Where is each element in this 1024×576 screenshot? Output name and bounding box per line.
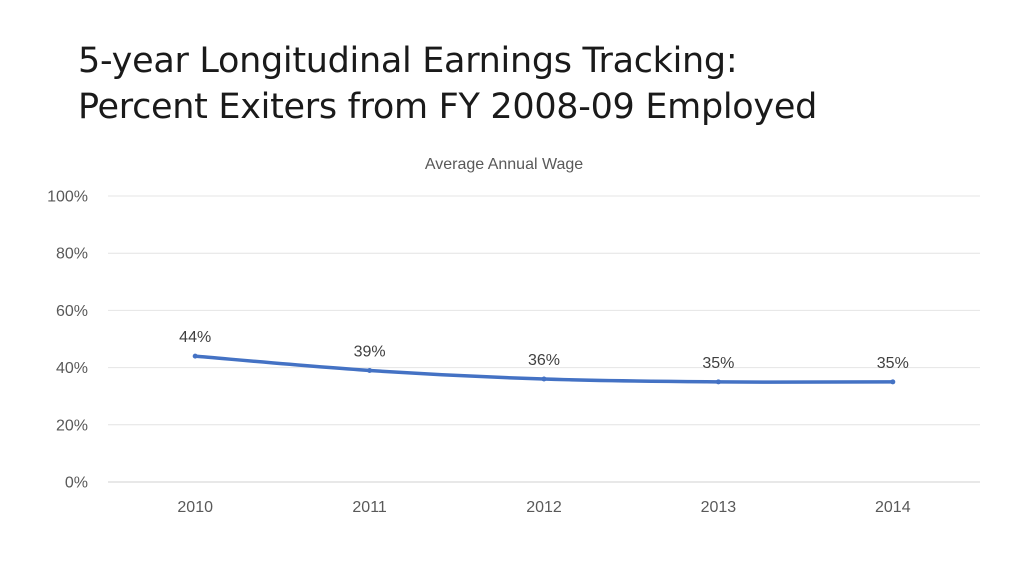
data-label: 35% — [702, 355, 734, 372]
x-tick-label: 2011 — [352, 499, 387, 516]
y-tick-label: 20% — [56, 417, 88, 434]
y-tick-label: 40% — [56, 360, 88, 377]
chart-title: Average Annual Wage — [425, 156, 583, 173]
data-label: 36% — [528, 352, 560, 369]
slide-title-line-1: 5-year Longitudinal Earnings Tracking: — [78, 41, 738, 81]
x-tick-label: 2014 — [875, 499, 911, 516]
y-axis-ticks: 0% 20% 40% 60% 80% 100% — [47, 189, 88, 492]
data-labels: 44% 39% 36% 35% 35% — [179, 329, 909, 372]
y-tick-label: 0% — [65, 475, 88, 492]
y-tick-label: 80% — [56, 246, 88, 263]
x-tick-label: 2012 — [526, 499, 562, 516]
data-point — [541, 376, 547, 382]
x-tick-label: 2010 — [177, 499, 213, 516]
data-point — [715, 379, 721, 385]
slide-title: 5-year Longitudinal Earnings Tracking: P… — [78, 38, 978, 130]
slide-title-line-2: Percent Exiters from FY 2008-09 Employed — [78, 87, 817, 127]
data-label: 39% — [354, 343, 386, 360]
y-tick-label: 60% — [56, 303, 88, 320]
data-label: 44% — [179, 329, 211, 346]
x-tick-label: 2013 — [701, 499, 737, 516]
series-group — [192, 353, 896, 385]
x-axis-ticks: 2010 2011 2012 2013 2014 — [177, 499, 910, 516]
data-point — [192, 353, 198, 359]
y-tick-label: 100% — [47, 189, 88, 206]
data-point — [890, 379, 896, 385]
data-label: 35% — [877, 355, 909, 372]
data-point — [367, 367, 373, 373]
gridlines — [108, 195, 980, 483]
